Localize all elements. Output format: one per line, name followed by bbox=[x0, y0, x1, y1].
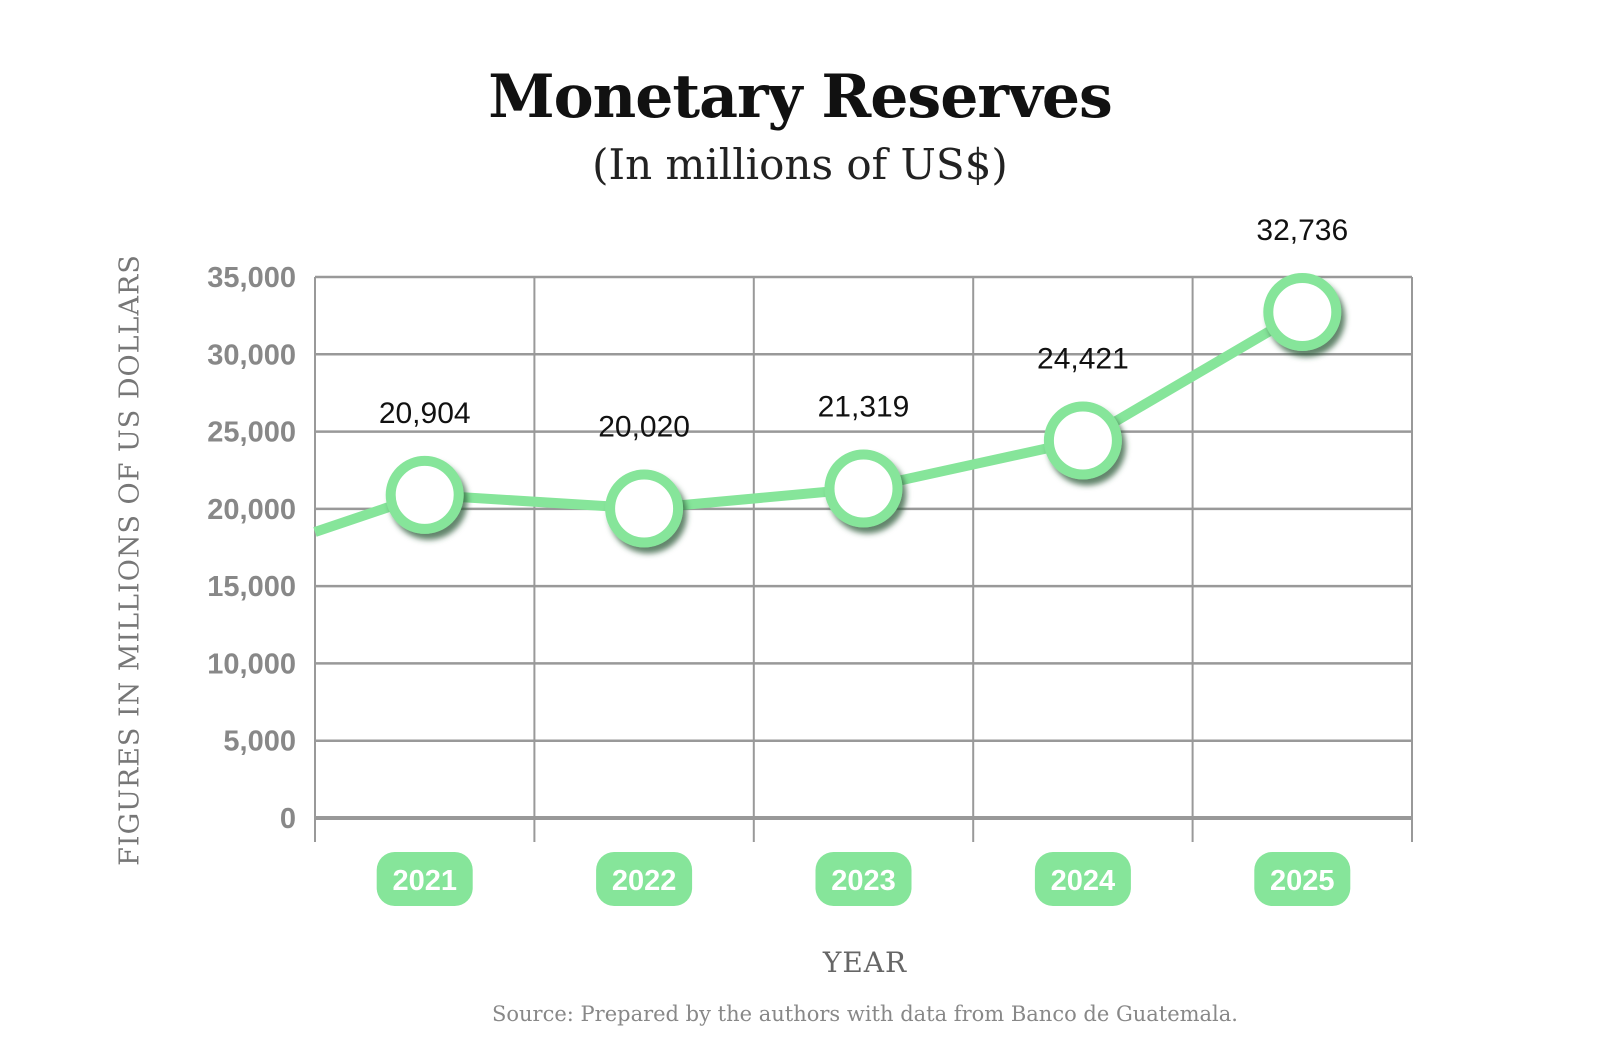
y-tick-label: 10,000 bbox=[207, 648, 296, 680]
y-tick-label: 5,000 bbox=[223, 726, 296, 758]
x-tick-label: 2021 bbox=[392, 865, 457, 897]
data-label: 32,736 bbox=[1256, 214, 1348, 247]
chart-title: Monetary Reserves bbox=[488, 62, 1113, 132]
source-note: Source: Prepared by the authors with dat… bbox=[492, 1002, 1238, 1026]
x-axis-label: YEAR bbox=[822, 946, 908, 979]
y-tick-label: 25,000 bbox=[207, 417, 296, 449]
data-label: 20,904 bbox=[379, 397, 471, 430]
y-tick-label: 35,000 bbox=[207, 262, 296, 294]
data-point-marker bbox=[605, 469, 684, 548]
data-point-marker bbox=[1043, 401, 1122, 480]
y-tick-label: 30,000 bbox=[207, 339, 296, 371]
x-tick-pill bbox=[1254, 852, 1351, 906]
x-tick-label: 2023 bbox=[831, 865, 896, 897]
y-tick-label: 20,000 bbox=[207, 494, 296, 526]
x-tick-label: 2024 bbox=[1051, 865, 1116, 897]
data-point-marker bbox=[385, 455, 464, 534]
x-tick-pill bbox=[376, 852, 473, 906]
data-point-marker bbox=[824, 449, 903, 528]
x-tick-pill bbox=[596, 852, 693, 906]
data-label: 24,421 bbox=[1037, 343, 1129, 376]
x-tick-pill bbox=[1034, 852, 1131, 906]
chart-subtitle: (In millions of US$) bbox=[592, 140, 1008, 189]
x-tick-pill bbox=[815, 852, 912, 906]
data-label: 20,020 bbox=[598, 411, 690, 444]
data-point-marker bbox=[1263, 272, 1342, 351]
data-label: 21,319 bbox=[818, 390, 910, 423]
x-tick-label: 2025 bbox=[1270, 865, 1335, 897]
y-tick-label: 0 bbox=[280, 803, 296, 835]
x-tick-label: 2022 bbox=[612, 865, 677, 897]
y-tick-label: 15,000 bbox=[207, 571, 296, 603]
